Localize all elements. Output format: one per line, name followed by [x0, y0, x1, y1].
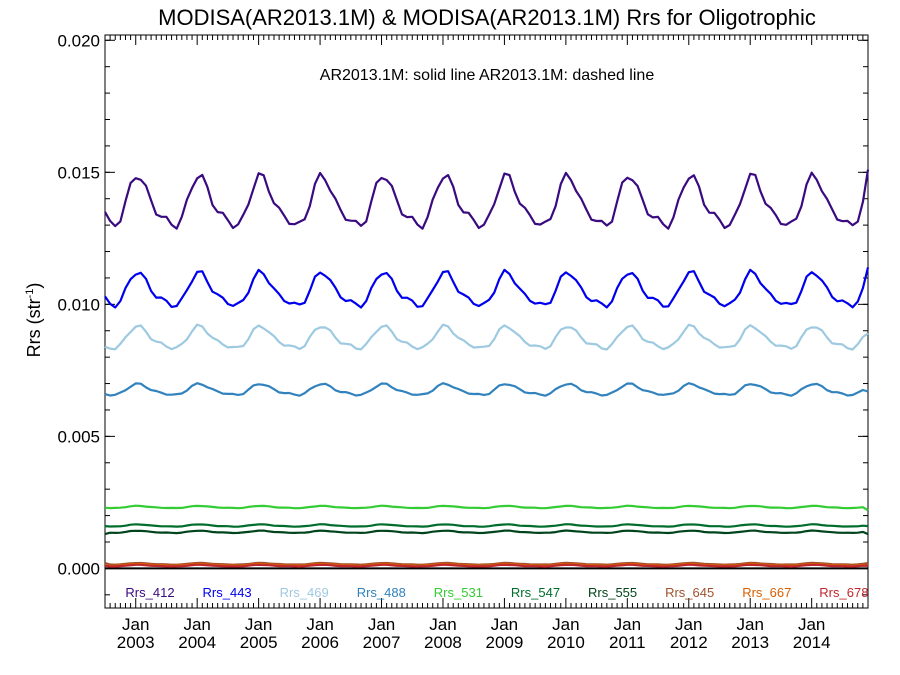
series-line-rrs-547: [104, 523, 869, 528]
x-tick-year-6: 2009: [486, 633, 524, 652]
series-line-rrs-412: [104, 169, 870, 230]
x-tick-month-4: Jan: [368, 615, 395, 634]
x-tick-year-3: 2006: [301, 633, 339, 652]
series-line-rrs-531: [104, 504, 869, 512]
x-tick-year-1: 2004: [178, 633, 216, 652]
legend-item-rrs-645: Rrs_645: [665, 585, 714, 600]
legend-item-rrs-678: Rrs_678: [819, 585, 868, 600]
legend-item-rrs-531: Rrs_531: [434, 585, 483, 600]
y-tick-label-2: 0.010: [57, 295, 100, 314]
x-tick-month-8: Jan: [614, 615, 641, 634]
x-tick-month-5: Jan: [429, 615, 456, 634]
legend-item-rrs-547: Rrs_547: [511, 585, 560, 600]
x-tick-month-6: Jan: [491, 615, 518, 634]
legend-item-rrs-555: Rrs_555: [588, 585, 637, 600]
y-tick-label-3: 0.015: [57, 163, 100, 182]
x-tick-year-0: 2003: [117, 633, 155, 652]
x-tick-month-2: Jan: [245, 615, 272, 634]
x-tick-year-7: 2010: [547, 633, 585, 652]
series-line-rrs-488: [104, 382, 869, 397]
series-line-rrs-678: [104, 563, 869, 568]
legend-item-rrs-443: Rrs_443: [203, 585, 252, 600]
x-tick-year-11: 2014: [793, 633, 831, 652]
series-line-rrs-469: [104, 323, 869, 351]
x-tick-year-9: 2012: [670, 633, 708, 652]
series-line-rrs-443: [104, 267, 870, 309]
plot-area: 0.0000.0050.0100.0150.020Jan2003Jan2004J…: [57, 31, 870, 652]
y-axis-title-sup: -1: [24, 289, 36, 299]
x-tick-month-1: Jan: [183, 615, 210, 634]
y-tick-label-0: 0.000: [57, 559, 100, 578]
x-tick-month-9: Jan: [675, 615, 702, 634]
legend-item-rrs-412: Rrs_412: [125, 585, 174, 600]
chart-title: MODISA(AR2013.1M) & MODISA(AR2013.1M) Rr…: [158, 5, 816, 30]
plot-frame: [104, 34, 869, 609]
x-tick-month-10: Jan: [737, 615, 764, 634]
x-tick-month-11: Jan: [798, 615, 825, 634]
x-tick-year-8: 2011: [609, 633, 646, 652]
y-axis-title-close: ): [24, 283, 44, 289]
x-tick-year-10: 2013: [731, 633, 769, 652]
y-axis-title: Rrs (str-1): [24, 283, 44, 358]
legend-item-rrs-469: Rrs_469: [280, 585, 329, 600]
x-tick-month-3: Jan: [306, 615, 333, 634]
x-tick-month-0: Jan: [122, 615, 149, 634]
y-tick-label-1: 0.005: [57, 427, 100, 446]
legend-item-rrs-667: Rrs_667: [742, 585, 791, 600]
chart-annotation: AR2013.1M: solid line AR2013.1M: dashed …: [320, 67, 655, 84]
legend-item-rrs-488: Rrs_488: [357, 585, 406, 600]
y-axis-title-main: Rrs (str: [24, 298, 44, 357]
x-tick-year-4: 2007: [363, 633, 401, 652]
series-line-rrs-555: [104, 529, 869, 536]
x-tick-month-7: Jan: [552, 615, 579, 634]
y-tick-label-4: 0.020: [57, 31, 100, 50]
x-tick-year-5: 2008: [424, 633, 462, 652]
x-tick-year-2: 2005: [240, 633, 278, 652]
